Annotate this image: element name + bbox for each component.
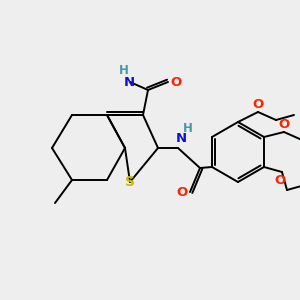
Text: N: N: [123, 76, 135, 88]
Text: N: N: [176, 131, 187, 145]
Text: H: H: [119, 64, 129, 76]
Text: O: O: [176, 185, 188, 199]
Text: S: S: [125, 175, 135, 189]
Text: O: O: [278, 118, 290, 130]
Text: H: H: [183, 122, 193, 134]
Text: O: O: [252, 98, 264, 110]
Text: O: O: [170, 76, 182, 88]
Text: O: O: [274, 173, 286, 187]
